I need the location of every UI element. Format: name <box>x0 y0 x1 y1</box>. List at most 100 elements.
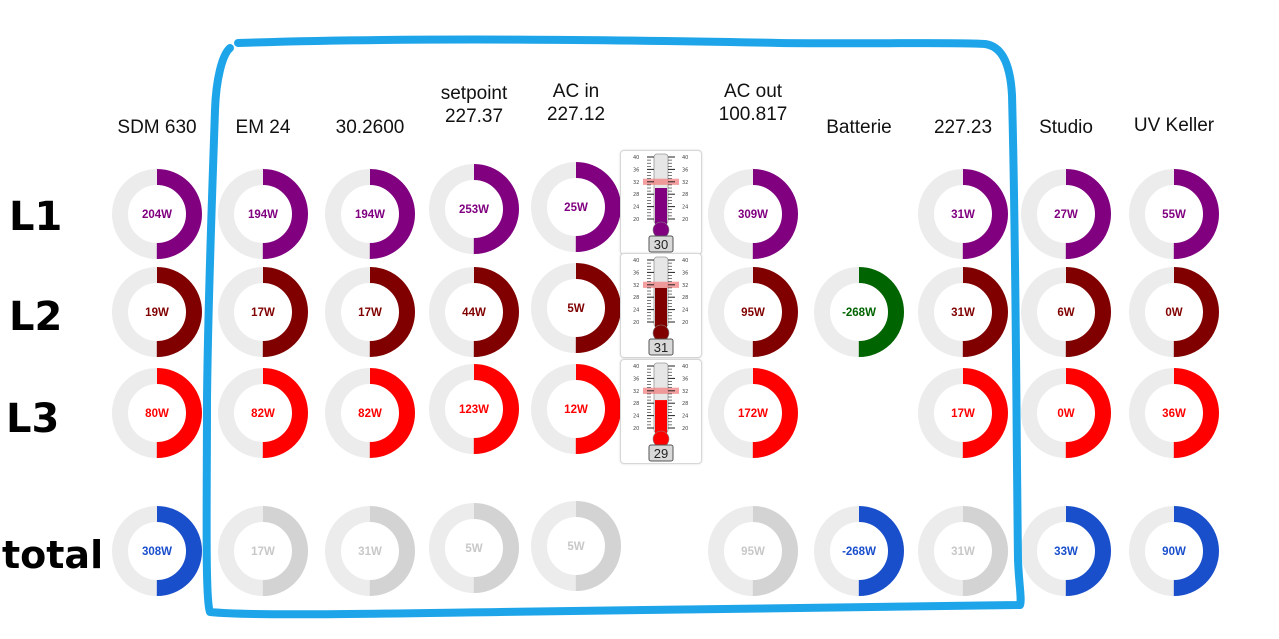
gauge-c2-l1: 194W <box>324 168 416 260</box>
thermometer-tick-label: 32 <box>633 283 639 289</box>
thermometer-tick-label: 40 <box>633 155 639 161</box>
gauge-value: -268W <box>842 307 876 319</box>
gauge-value: 17W <box>951 408 975 420</box>
thermometer-tick-label: 40 <box>633 364 639 370</box>
gauge-value: 36W <box>1162 408 1186 420</box>
gauge-value: 309W <box>738 209 768 221</box>
gauge-c0-l1: 204W <box>111 168 203 260</box>
thermometer-2: 40 40 36 36 32 32 28 28 24 24 20 20 29 <box>620 359 702 464</box>
thermometer-tick-label: 24 <box>682 308 688 314</box>
gauge-c4-l1: 25W <box>530 161 622 253</box>
thermometer-tick-label: 32 <box>682 180 688 186</box>
gauge-value: 5W <box>567 541 584 553</box>
gauge-value: 82W <box>251 408 275 420</box>
gauge-c1-l3: 82W <box>217 367 309 459</box>
column-header-1: EM 24 <box>208 116 318 139</box>
gauge-value: 90W <box>1162 546 1186 558</box>
row-label-total: total <box>2 533 104 577</box>
gauge-value: 194W <box>248 209 278 221</box>
column-header-7: 227.23 <box>908 116 1018 139</box>
gauge-c3-l1: 253W <box>428 163 520 255</box>
gauge-arc <box>1021 267 1111 357</box>
gauge-arc <box>1129 169 1219 259</box>
row-label-l1: L1 <box>9 194 63 240</box>
column-name: 30.2600 <box>335 117 405 138</box>
column-name: setpoint <box>440 83 508 104</box>
gauge-value: 44W <box>462 307 486 319</box>
column-name: UV Keller <box>1133 115 1215 136</box>
gauge-c1-total: 17W <box>217 505 309 597</box>
gauge-value: 17W <box>251 307 275 319</box>
column-subvalue: 100.817 <box>718 104 788 125</box>
gauge-arc <box>1129 368 1219 458</box>
thermometer-tick-label: 28 <box>682 192 688 198</box>
column-subvalue: 227.12 <box>546 104 606 125</box>
gauge-c8-l2: 6W <box>1020 266 1112 358</box>
gauge-value: 253W <box>459 204 489 216</box>
column-name: AC out <box>723 81 783 102</box>
thermometer-tick-label: 20 <box>633 217 639 223</box>
gauge-value: 0W <box>1057 408 1074 420</box>
thermometer-tick-label: 20 <box>682 217 688 223</box>
column-header-4: AC in 227.12 <box>521 80 631 126</box>
column-name: Studio <box>1039 117 1093 138</box>
column-name: 227.23 <box>933 117 993 138</box>
gauge-c0-l2: 19W <box>111 266 203 358</box>
thermometer-tick-label: 32 <box>682 283 688 289</box>
thermometer-tick-label: 40 <box>682 155 688 161</box>
gauge-c9-total: 90W <box>1128 505 1220 597</box>
row-label-l3: L3 <box>6 396 60 442</box>
gauge-value: 31W <box>951 546 975 558</box>
gauge-c9-l3: 36W <box>1128 367 1220 459</box>
column-header-9: UV Keller <box>1119 114 1229 137</box>
gauge-c7-l2: 31W <box>917 266 1009 358</box>
gauge-c4-l3: 12W <box>530 363 622 455</box>
gauge-value: 95W <box>741 307 765 319</box>
thermometer-0: 40 40 36 36 32 32 28 28 24 24 20 20 30 <box>620 150 702 255</box>
gauge-arc <box>1129 506 1219 596</box>
thermometer-tick-label: 28 <box>633 192 639 198</box>
gauge-value: 6W <box>1057 307 1074 319</box>
thermometer-tick-label: 28 <box>682 295 688 301</box>
gauge-arc <box>112 506 202 596</box>
gauge-value: 123W <box>459 404 489 416</box>
gauge-c6-l2: -268W <box>813 266 905 358</box>
thermometer-tick-label: 28 <box>633 401 639 407</box>
thermometer-tick-label: 24 <box>633 414 639 420</box>
column-header-8: Studio <box>1011 116 1121 139</box>
thermometer-tick-label: 36 <box>682 376 688 382</box>
column-subvalue: 227.37 <box>444 106 504 127</box>
thermometer-tick-label: 36 <box>682 270 688 276</box>
gauge-value: 95W <box>741 546 765 558</box>
gauge-value: 204W <box>142 209 172 221</box>
thermometer-tick-label: 36 <box>633 270 639 276</box>
gauge-c7-l1: 31W <box>917 168 1009 260</box>
thermometer-tick-label: 36 <box>682 167 688 173</box>
gauge-arc <box>112 169 202 259</box>
thermometer-tick-label: 20 <box>682 426 688 432</box>
gauge-value: -268W <box>842 546 876 558</box>
gauge-c4-l2: 5W <box>530 262 622 354</box>
gauge-value: 17W <box>251 546 275 558</box>
gauge-c0-total: 308W <box>111 505 203 597</box>
gauge-value: 308W <box>142 546 172 558</box>
gauge-c7-total: 31W <box>917 505 1009 597</box>
gauge-arc <box>1129 267 1219 357</box>
gauge-arc <box>112 267 202 357</box>
gauge-value: 55W <box>1162 209 1186 221</box>
thermometer-tick-label: 24 <box>633 308 639 314</box>
gauge-value: 17W <box>358 307 382 319</box>
thermometer-tick-label: 36 <box>633 376 639 382</box>
gauge-arc <box>112 368 202 458</box>
gauge-c2-l2: 17W <box>324 266 416 358</box>
gauge-c5-l1: 309W <box>707 168 799 260</box>
gauge-c0-l3: 80W <box>111 367 203 459</box>
gauge-value: 5W <box>465 543 482 555</box>
gauge-c5-l3: 172W <box>707 367 799 459</box>
gauge-c3-l3: 123W <box>428 363 520 455</box>
thermometer-tick-label: 20 <box>633 426 639 432</box>
gauge-c8-total: 33W <box>1020 505 1112 597</box>
gauge-c2-total: 31W <box>324 505 416 597</box>
gauge-c9-l2: 0W <box>1128 266 1220 358</box>
